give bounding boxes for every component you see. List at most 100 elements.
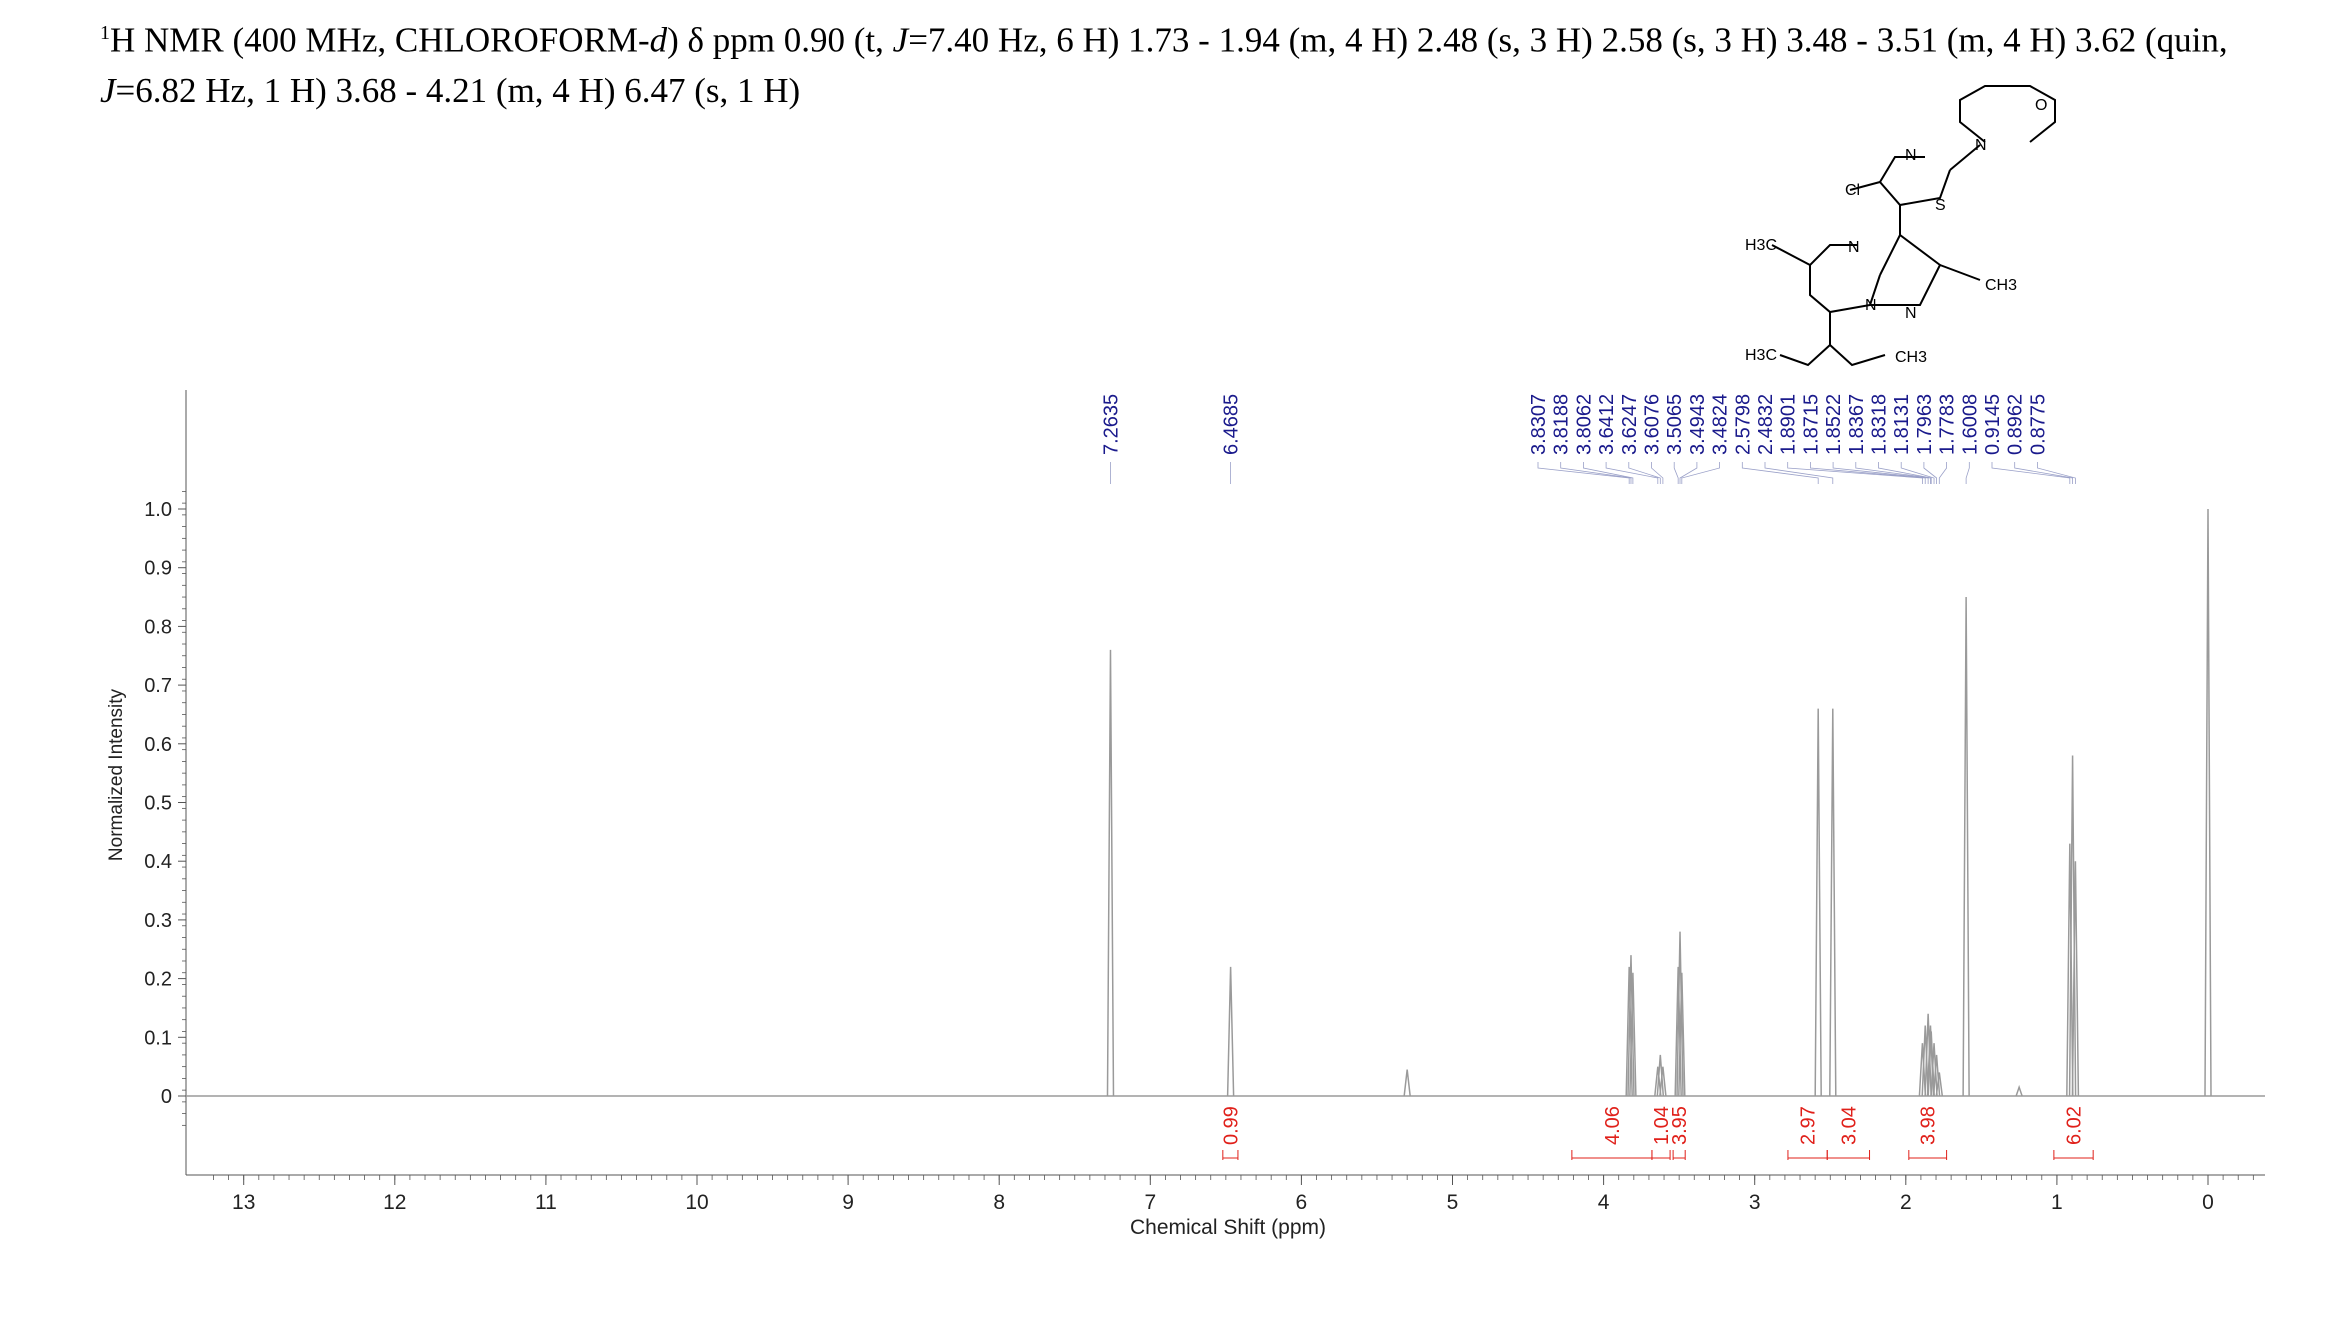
peak-label-leader <box>2014 462 2073 484</box>
spectrum-peak <box>1829 708 1837 1097</box>
integral-value: 3.95 <box>1669 1106 1691 1145</box>
header-text-2: ) δ ppm 0.90 (t, <box>667 20 893 60</box>
peak-label-leader <box>1810 462 1926 484</box>
header-solvent-d: d <box>649 20 668 60</box>
y-tick-label: 0.7 <box>144 675 172 697</box>
morpholine-ring <box>1959 85 2056 143</box>
peak-label-leader <box>1787 462 1923 484</box>
peak-label-leader <box>1651 462 1664 484</box>
peak-label: 3.8188 <box>1551 394 1573 455</box>
chloro-bond <box>1849 181 1881 191</box>
atom-n: N <box>1975 137 1987 154</box>
peak-label: 3.8307 <box>1528 394 1550 455</box>
spectrum-peak <box>1226 966 1235 1097</box>
peak-label: 1.8367 <box>1846 394 1868 455</box>
atom-n: N <box>1848 239 1860 256</box>
y-tick-label: 0.2 <box>144 969 172 991</box>
spectrum-peak <box>1654 1066 1662 1097</box>
peak-label-leader <box>1855 462 1931 484</box>
peak-label: 0.8962 <box>2005 394 2027 455</box>
peak-label-leader <box>1900 462 1935 484</box>
integral-value: 2.97 <box>1798 1106 1820 1145</box>
spectrum-peak <box>1656 1054 1665 1097</box>
y-axis-title: Normalized Intensity <box>106 688 127 861</box>
peak-label-leader <box>1605 462 1659 484</box>
x-tick-label: 1 <box>2051 1191 2063 1214</box>
spectrum-peak <box>1927 1031 1935 1097</box>
thiazole-ring <box>1878 156 1951 207</box>
y-tick-label: 0 <box>161 1086 172 1108</box>
methyl-bond-right <box>1939 264 1981 281</box>
methyl-label: CH3 <box>1985 277 2017 294</box>
x-tick-label: 5 <box>1447 1191 1459 1214</box>
y-tick-label: 0.6 <box>144 734 172 756</box>
methyl-label: CH3 <box>1895 349 1927 366</box>
y-tick-label: 0.9 <box>144 558 172 580</box>
peak-label: 7.2635 <box>1100 394 1122 455</box>
atom-s: S <box>1935 197 1946 214</box>
x-tick-label: 10 <box>685 1191 708 1214</box>
integrals: 0.99 4.06 1.043.95 2.97 3.04 3.98 6.02 <box>1220 1106 2094 1160</box>
spectrum-peak <box>1629 972 1637 1097</box>
spectrum-peak <box>1814 708 1822 1097</box>
spectrum-peak <box>2015 1084 2023 1097</box>
x-tick-label: 7 <box>1144 1191 1156 1214</box>
y-tick-label: 0.8 <box>144 616 172 638</box>
peak-label: 3.8062 <box>1573 394 1595 455</box>
spectrum-peak <box>1676 931 1684 1097</box>
peak-label: 6.4685 <box>1221 394 1243 455</box>
isotope-superscript: 1 <box>100 22 110 44</box>
spectrum-peak <box>1659 1066 1667 1097</box>
spectrum-peak <box>1930 1043 1938 1097</box>
integral-value: 0.99 <box>1220 1106 1242 1145</box>
integral-value: 1.04 <box>1651 1106 1673 1145</box>
x-tick-label: 4 <box>1598 1191 1610 1214</box>
integral-value: 4.06 <box>1602 1106 1624 1145</box>
header-text-4: =6.82 Hz, 1 H) 3.68 - 4.21 (m, 4 H) 6.47… <box>115 70 801 110</box>
peak-label-leader <box>1628 462 1661 484</box>
peak-label-leader <box>1583 462 1634 484</box>
spectrum-peak <box>1627 955 1635 1097</box>
peak-label: 3.4943 <box>1687 394 1709 455</box>
atom-n: N <box>1905 305 1917 322</box>
thiazole-to-morpholine-bond <box>1949 144 1981 171</box>
peak-label-leader <box>1681 462 1720 484</box>
peak-label-leader <box>1832 462 1929 484</box>
peak-label-leader <box>1938 462 1947 484</box>
plot-frame <box>185 390 2265 1176</box>
y-tick-label: 0.1 <box>144 1027 172 1049</box>
molecule-structure: N O N Cl S H3C N N N CH3 H3C CH3 <box>1745 85 2056 367</box>
peak-label: 1.8715 <box>1800 394 1822 455</box>
x-tick-label: 2 <box>1900 1191 1912 1214</box>
x-tick-label: 6 <box>1296 1191 1308 1214</box>
header-text-1: H NMR (400 MHz, CHLOROFORM- <box>110 20 650 60</box>
peak-label: 2.5798 <box>1732 394 1754 455</box>
spectrum-peak <box>1921 1025 1929 1097</box>
peak-label: 1.8522 <box>1823 394 1845 455</box>
y-axis: 1.0 0.9 0.8 0.7 0.6 0.5 0.4 0.3 0.2 0.1 0 <box>144 490 186 1126</box>
peak-label: 1.8318 <box>1869 394 1891 455</box>
methyl-bond-left <box>1771 244 1811 266</box>
peak-label-leader <box>1741 462 1819 484</box>
header-j-1: J <box>892 20 909 60</box>
peak-label: 1.8901 <box>1778 394 1800 455</box>
header-text-3: =7.40 Hz, 6 H) 1.73 - 1.94 (m, 4 H) 2.48… <box>908 20 2228 60</box>
integral-value: 6.02 <box>2064 1106 2086 1145</box>
peak-label: 1.6008 <box>1959 394 1981 455</box>
y-tick-label: 0.5 <box>144 793 172 815</box>
spectrum-peak <box>1935 1072 1944 1097</box>
peak-label-leader <box>1991 462 2071 484</box>
ethyl-branches <box>1779 343 1886 367</box>
peak-label: 2.4832 <box>1755 394 1777 455</box>
spectrum-peak <box>1403 1069 1411 1097</box>
spectrum-peak <box>2204 508 2212 1097</box>
spectrum-peaks <box>1106 508 2212 1097</box>
y-tick-label: 1.0 <box>144 499 172 521</box>
peak-label: 0.9145 <box>1982 394 2004 455</box>
spectrum-peak <box>1962 597 1970 1097</box>
x-tick-label: 12 <box>383 1191 406 1214</box>
y-tick-label: 0.3 <box>144 910 172 932</box>
peak-label-leader <box>2037 462 2076 484</box>
peak-label: 3.4824 <box>1710 394 1732 455</box>
